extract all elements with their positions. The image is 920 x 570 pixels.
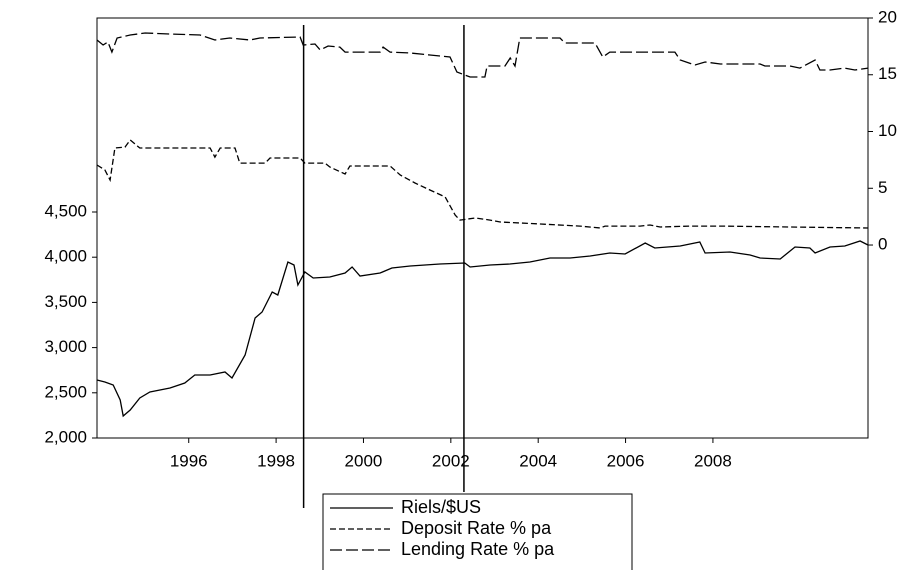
y2-tick-label: 5 [878,178,887,197]
x-tick-label: 2006 [607,451,645,470]
x-tick-label: 1996 [170,451,208,470]
x-tick-label: 2000 [345,451,383,470]
y-tick-label: 2,000 [44,427,87,446]
y2-tick-label: 20 [878,7,897,26]
y-tick-label: 4,000 [44,247,87,266]
x-tick-label: 2002 [432,451,470,470]
y-tick-label: 2,500 [44,382,87,401]
series-line [96,32,869,78]
legend-label: Deposit Rate % pa [401,518,552,538]
series-line [96,240,869,418]
legend-label: Lending Rate % pa [401,539,555,559]
y2-tick-label: 15 [878,64,897,83]
y-tick-label: 4,500 [44,201,87,220]
legend-label: Riels/$US [401,497,481,517]
x-tick-label: 2008 [694,451,732,470]
y-tick-label: 3,500 [44,292,87,311]
y2-tick-label: 0 [878,235,887,254]
y2-tick-label: 10 [878,121,897,140]
legend-box [322,493,633,570]
y-tick-label: 3,000 [44,337,87,356]
x-tick-label: 1998 [257,451,295,470]
series-line [96,139,869,229]
x-tick-label: 2004 [519,451,557,470]
